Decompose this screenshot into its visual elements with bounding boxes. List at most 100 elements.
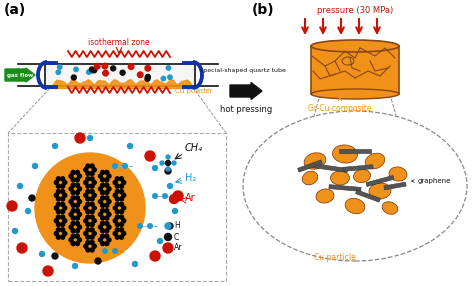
Circle shape bbox=[71, 209, 75, 213]
Circle shape bbox=[100, 234, 105, 238]
Circle shape bbox=[71, 170, 75, 174]
Circle shape bbox=[167, 223, 173, 229]
Circle shape bbox=[84, 168, 88, 172]
Circle shape bbox=[75, 221, 80, 225]
Circle shape bbox=[133, 261, 137, 267]
Circle shape bbox=[120, 70, 125, 75]
Circle shape bbox=[115, 184, 119, 188]
Circle shape bbox=[53, 144, 57, 148]
Text: Cu powder: Cu powder bbox=[169, 84, 212, 94]
Circle shape bbox=[86, 241, 90, 245]
Circle shape bbox=[61, 223, 64, 227]
Circle shape bbox=[122, 206, 126, 210]
Circle shape bbox=[110, 66, 116, 71]
Circle shape bbox=[100, 209, 105, 213]
Circle shape bbox=[113, 219, 117, 223]
Ellipse shape bbox=[382, 202, 398, 214]
Circle shape bbox=[113, 193, 117, 197]
Bar bbox=[311, 46, 399, 94]
Circle shape bbox=[71, 183, 75, 187]
Circle shape bbox=[100, 216, 105, 220]
Circle shape bbox=[71, 178, 75, 182]
Circle shape bbox=[119, 223, 124, 227]
Ellipse shape bbox=[302, 171, 318, 185]
Bar bbox=[45, 64, 195, 86]
Circle shape bbox=[86, 184, 90, 188]
Circle shape bbox=[57, 65, 62, 69]
Circle shape bbox=[39, 251, 45, 257]
Circle shape bbox=[86, 210, 90, 214]
Circle shape bbox=[17, 243, 27, 253]
Text: (b): (b) bbox=[252, 3, 274, 17]
Circle shape bbox=[90, 171, 94, 175]
Bar bbox=[8, 133, 226, 281]
Circle shape bbox=[71, 234, 75, 238]
Circle shape bbox=[26, 208, 30, 214]
Circle shape bbox=[122, 193, 126, 197]
Circle shape bbox=[153, 166, 157, 170]
Circle shape bbox=[12, 229, 18, 233]
Circle shape bbox=[105, 183, 109, 187]
Circle shape bbox=[52, 253, 58, 259]
Circle shape bbox=[115, 235, 119, 239]
Circle shape bbox=[71, 203, 75, 207]
Ellipse shape bbox=[345, 198, 365, 214]
Circle shape bbox=[161, 76, 165, 81]
FancyBboxPatch shape bbox=[329, 185, 361, 191]
Circle shape bbox=[78, 200, 82, 204]
Circle shape bbox=[56, 177, 60, 181]
Circle shape bbox=[56, 202, 60, 206]
Circle shape bbox=[63, 193, 67, 197]
Circle shape bbox=[99, 225, 102, 229]
Circle shape bbox=[55, 231, 58, 235]
Circle shape bbox=[78, 187, 82, 191]
Text: Ar: Ar bbox=[174, 243, 182, 253]
Circle shape bbox=[119, 215, 124, 219]
Ellipse shape bbox=[369, 183, 391, 199]
Circle shape bbox=[55, 206, 58, 210]
Circle shape bbox=[102, 63, 108, 69]
Circle shape bbox=[115, 223, 119, 227]
Circle shape bbox=[18, 184, 22, 188]
Circle shape bbox=[90, 202, 94, 206]
Circle shape bbox=[148, 224, 152, 228]
Text: hot pressing: hot pressing bbox=[220, 105, 272, 114]
Circle shape bbox=[166, 66, 171, 70]
Circle shape bbox=[69, 174, 73, 178]
Circle shape bbox=[113, 231, 117, 235]
Circle shape bbox=[86, 215, 90, 219]
Circle shape bbox=[163, 194, 167, 198]
Circle shape bbox=[165, 160, 171, 166]
Ellipse shape bbox=[330, 171, 349, 185]
Circle shape bbox=[69, 238, 73, 242]
Circle shape bbox=[105, 190, 109, 194]
Circle shape bbox=[172, 161, 176, 165]
Text: Ar: Ar bbox=[185, 193, 196, 203]
Circle shape bbox=[78, 238, 82, 242]
Circle shape bbox=[107, 225, 111, 229]
Circle shape bbox=[107, 187, 111, 191]
Circle shape bbox=[119, 228, 124, 232]
Ellipse shape bbox=[311, 40, 399, 52]
Circle shape bbox=[105, 196, 109, 200]
Circle shape bbox=[63, 219, 67, 223]
Circle shape bbox=[100, 196, 105, 200]
Circle shape bbox=[128, 64, 134, 69]
Circle shape bbox=[55, 193, 58, 197]
Ellipse shape bbox=[389, 167, 407, 181]
Circle shape bbox=[56, 184, 60, 188]
Circle shape bbox=[75, 178, 80, 182]
Circle shape bbox=[90, 241, 94, 245]
Circle shape bbox=[100, 178, 105, 182]
Text: pressure (30 MPa): pressure (30 MPa) bbox=[317, 6, 393, 15]
FancyBboxPatch shape bbox=[384, 182, 406, 190]
Circle shape bbox=[90, 235, 94, 239]
Circle shape bbox=[119, 210, 124, 214]
Circle shape bbox=[100, 221, 105, 225]
Circle shape bbox=[86, 202, 90, 206]
Circle shape bbox=[90, 228, 94, 232]
Circle shape bbox=[73, 263, 78, 269]
Circle shape bbox=[90, 223, 94, 227]
Circle shape bbox=[90, 190, 94, 194]
Circle shape bbox=[94, 63, 100, 69]
